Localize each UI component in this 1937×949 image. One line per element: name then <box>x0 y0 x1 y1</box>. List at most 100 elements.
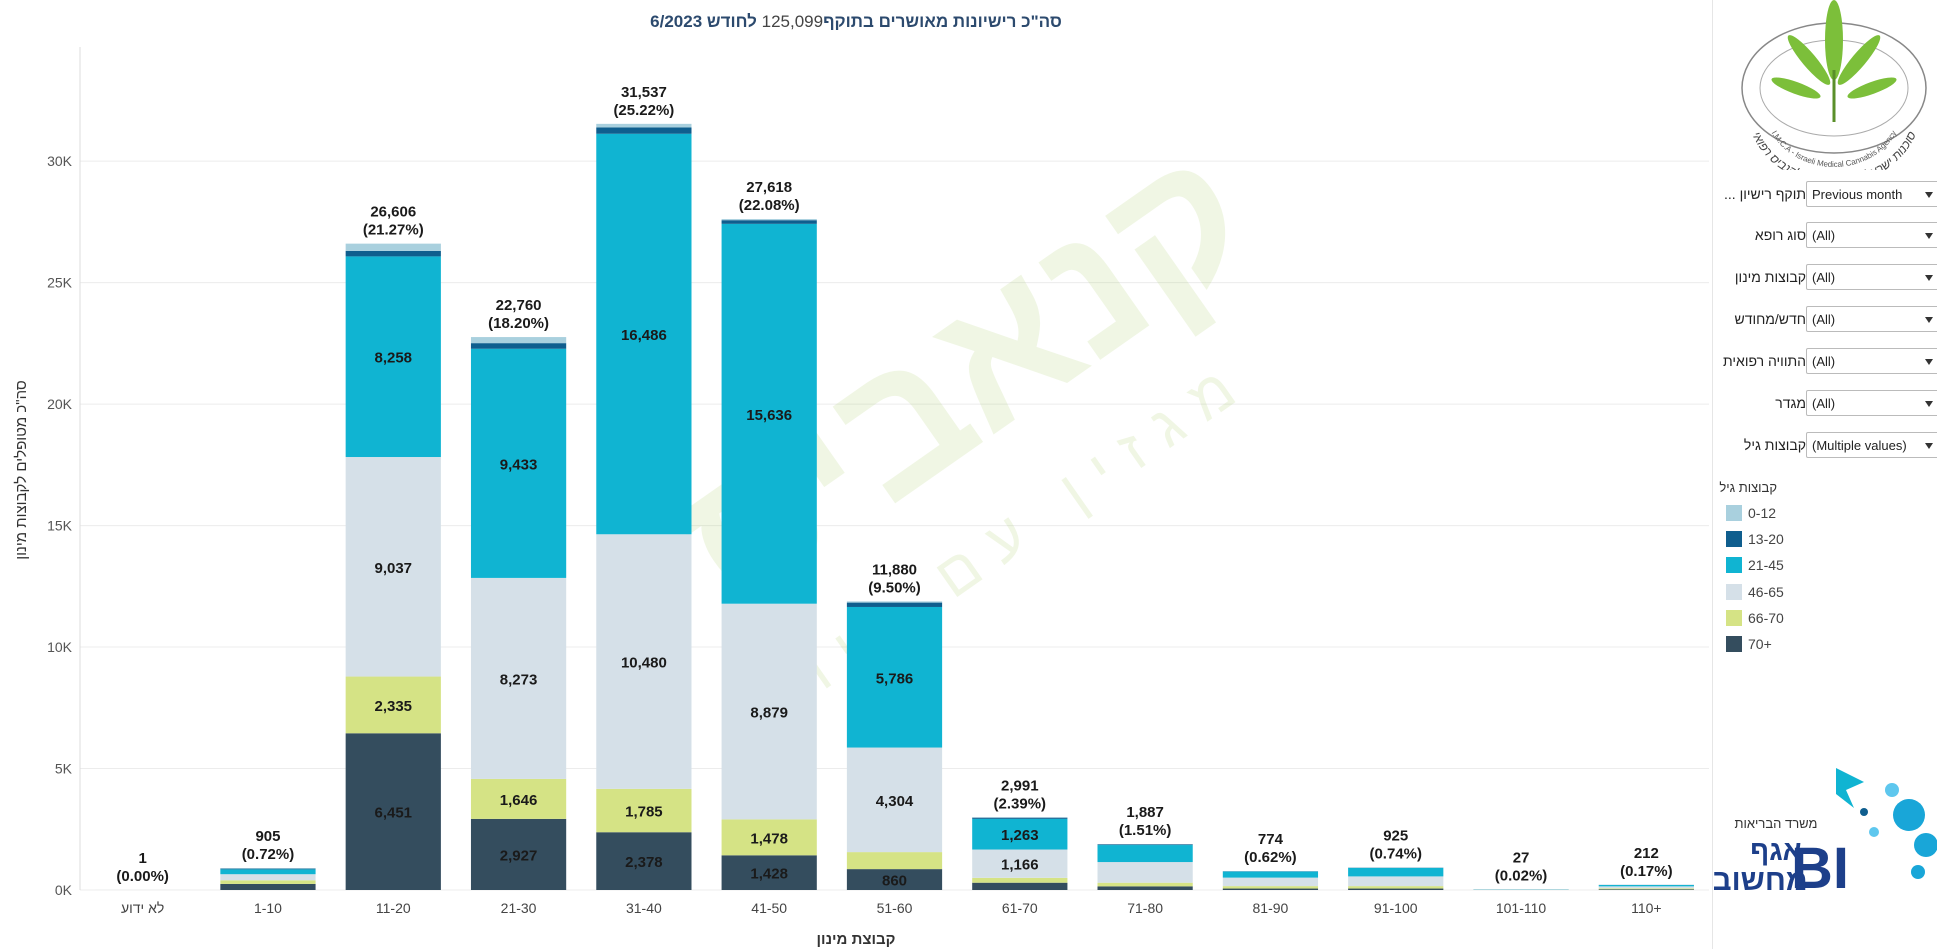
dropdown-arrow <box>1925 233 1933 239</box>
legend-title: קבוצות גיל <box>1719 480 1777 495</box>
share-label: (25.22%) <box>613 102 674 119</box>
y-tick-label: 5K <box>55 761 73 777</box>
bar-segment <box>596 133 692 535</box>
bar-segment <box>470 577 567 779</box>
x-tick-label: 101-110 <box>1496 900 1547 916</box>
bar-segment <box>345 243 441 251</box>
segment-label: 16,486 <box>621 327 667 344</box>
bar-segment <box>470 337 567 344</box>
y-tick-label: 25K <box>47 275 73 291</box>
total-label: 27,618 <box>746 179 792 196</box>
bar-segment <box>846 606 943 748</box>
bar-segment <box>972 849 1068 878</box>
dropdown-value: (All) <box>1812 396 1836 411</box>
x-tick-label: 61-70 <box>1002 900 1038 916</box>
bar-segment <box>1222 877 1319 887</box>
x-tick-label: 1-10 <box>254 900 282 916</box>
share-label: (0.00%) <box>116 868 169 885</box>
dropdown-value: (All) <box>1812 354 1836 369</box>
legend-swatch <box>1726 531 1742 548</box>
bar-segment <box>1598 889 1694 890</box>
total-label: 905 <box>255 828 280 845</box>
filter-label: קבוצות גיל <box>1743 437 1806 453</box>
bar-segment <box>1222 871 1319 878</box>
segment-label: 9,433 <box>500 456 538 473</box>
segment-label: 1,646 <box>500 792 538 809</box>
filter-label: מגדר <box>1775 395 1806 411</box>
x-axis-title: קבוצת מינון <box>817 931 896 948</box>
legend-label: 21-45 <box>1748 557 1784 574</box>
y-axis-title: סה"כ מטופלים לקבוצות מינון <box>13 380 30 560</box>
x-tick-label: 31-40 <box>626 900 662 916</box>
x-tick-label: 110+ <box>1631 900 1662 916</box>
share-label: (21.27%) <box>363 222 424 239</box>
bar-segment <box>721 855 817 890</box>
dropdown-value: (All) <box>1812 270 1836 285</box>
bar-segment <box>345 256 441 458</box>
total-label: 925 <box>1383 828 1408 845</box>
segment-label: 5,786 <box>876 670 914 687</box>
bar-segment <box>846 601 943 603</box>
filter: סוג רופא (All) <box>1714 222 1937 250</box>
dropdown[interactable]: (All) <box>1806 264 1937 290</box>
bar-segment <box>470 778 567 819</box>
legend-swatch <box>1726 583 1742 600</box>
total-label: 1,887 <box>1126 804 1164 821</box>
title-part: לחודש 6/2023 <box>650 12 757 31</box>
bar-segment <box>721 603 817 820</box>
segment-label: 2,927 <box>500 847 538 864</box>
bar-segment <box>721 220 817 224</box>
dropdown[interactable]: (Multiple values) <box>1806 432 1937 458</box>
bar-segment <box>846 602 943 607</box>
bar-segment <box>1097 862 1193 883</box>
bar-segment <box>345 733 441 890</box>
x-tick-label: 41-50 <box>751 900 787 916</box>
dropdown-value: (All) <box>1812 312 1836 327</box>
filter-label: התוויה רפואית <box>1723 353 1806 369</box>
bar-segment <box>1097 882 1193 887</box>
x-tick-label: לא ידוע <box>121 900 164 916</box>
arrow-shape <box>1925 359 1933 365</box>
dropdown-value: Previous month <box>1812 187 1903 202</box>
segment-label: 860 <box>882 873 907 890</box>
share-label: (0.02%) <box>1495 867 1548 884</box>
bar-segment <box>846 747 943 853</box>
total-label: 11,880 <box>872 561 917 578</box>
bar-segment <box>1348 867 1444 877</box>
dropdown[interactable]: (All) <box>1806 222 1937 248</box>
bar-segment <box>220 868 316 869</box>
x-tick-label: 11-20 <box>376 900 411 916</box>
bi-division: אגף <box>1750 835 1801 866</box>
filter: חדש/מחודש (All) <box>1714 306 1937 334</box>
total-label: 2,991 <box>1001 777 1039 794</box>
bar-segment <box>1097 886 1193 890</box>
bi-mark: BI <box>1791 836 1849 901</box>
segment-label: 6,451 <box>374 805 412 822</box>
bar-segment <box>721 223 817 604</box>
dropdown-value: (All) <box>1812 228 1836 243</box>
share-label: (0.74%) <box>1369 846 1422 863</box>
dropdown[interactable]: (All) <box>1806 306 1937 332</box>
bar-segment <box>345 250 441 257</box>
dropdown[interactable]: (All) <box>1806 390 1937 416</box>
segment-label: 10,480 <box>621 655 667 672</box>
bi-dots <box>1860 783 1937 879</box>
total-label: 22,760 <box>496 297 542 314</box>
bar-segment <box>220 874 316 881</box>
dropdown-arrow <box>1925 275 1933 281</box>
bi-ministry: משרד הבריאות <box>1735 816 1818 831</box>
dropdown[interactable]: Previous month <box>1806 181 1937 207</box>
dropdown-arrow <box>1925 359 1933 365</box>
y-tick-label: 20K <box>47 396 73 412</box>
agency-logo: I.M.C.A - Israeli Medical Cannabis Agenc… <box>1741 0 1927 170</box>
total-label: 774 <box>1258 831 1284 848</box>
bar-segment <box>846 869 943 890</box>
y-tick-label: 0K <box>55 882 73 898</box>
bar-segment <box>846 852 943 870</box>
y-tick-label: 15K <box>47 518 73 534</box>
bar-segment <box>1598 886 1694 889</box>
x-tick-label: 91-100 <box>1374 900 1418 916</box>
arrow-shape <box>1925 275 1933 281</box>
dropdown-arrow <box>1925 317 1933 323</box>
dropdown[interactable]: (All) <box>1806 348 1937 374</box>
